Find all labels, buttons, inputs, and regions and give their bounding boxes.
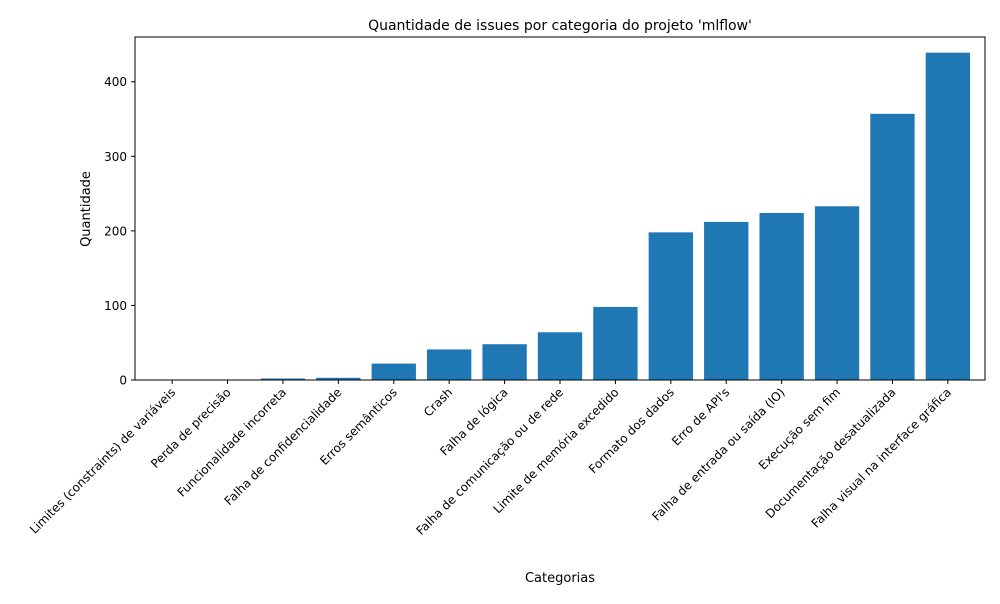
bar-8 <box>593 306 638 380</box>
x-tick-label-3: Falha de confidencialidade <box>222 385 345 508</box>
y-axis-label: Quantidade <box>79 171 94 247</box>
bars-layer <box>260 52 971 381</box>
chart-title: Quantidade de issues por categoria do pr… <box>368 18 752 34</box>
bar-13 <box>870 113 915 381</box>
x-tick-label-2: Funcionalidade incorreta <box>175 385 289 499</box>
bar-14 <box>925 52 971 380</box>
bar-9 <box>648 232 693 380</box>
y-tick-label-1: 100 <box>104 299 127 313</box>
bar-11 <box>759 212 804 380</box>
bar-3 <box>316 377 361 380</box>
y-tick-label-2: 200 <box>104 224 127 238</box>
bar-5 <box>427 349 472 380</box>
x-tick-label-5: Crash <box>421 385 455 419</box>
bar-12 <box>814 206 860 380</box>
bar-7 <box>537 332 583 380</box>
bar-10 <box>704 221 749 380</box>
y-tick-label-0: 0 <box>119 374 127 388</box>
bar-4 <box>371 363 416 380</box>
plot-frame <box>134 36 986 381</box>
bar-6 <box>482 344 527 380</box>
x-axis-label: Categorias <box>525 571 595 586</box>
y-tick-label-4: 400 <box>104 75 127 89</box>
bar-2 <box>260 378 306 380</box>
y-tick-label-3: 300 <box>104 150 127 164</box>
